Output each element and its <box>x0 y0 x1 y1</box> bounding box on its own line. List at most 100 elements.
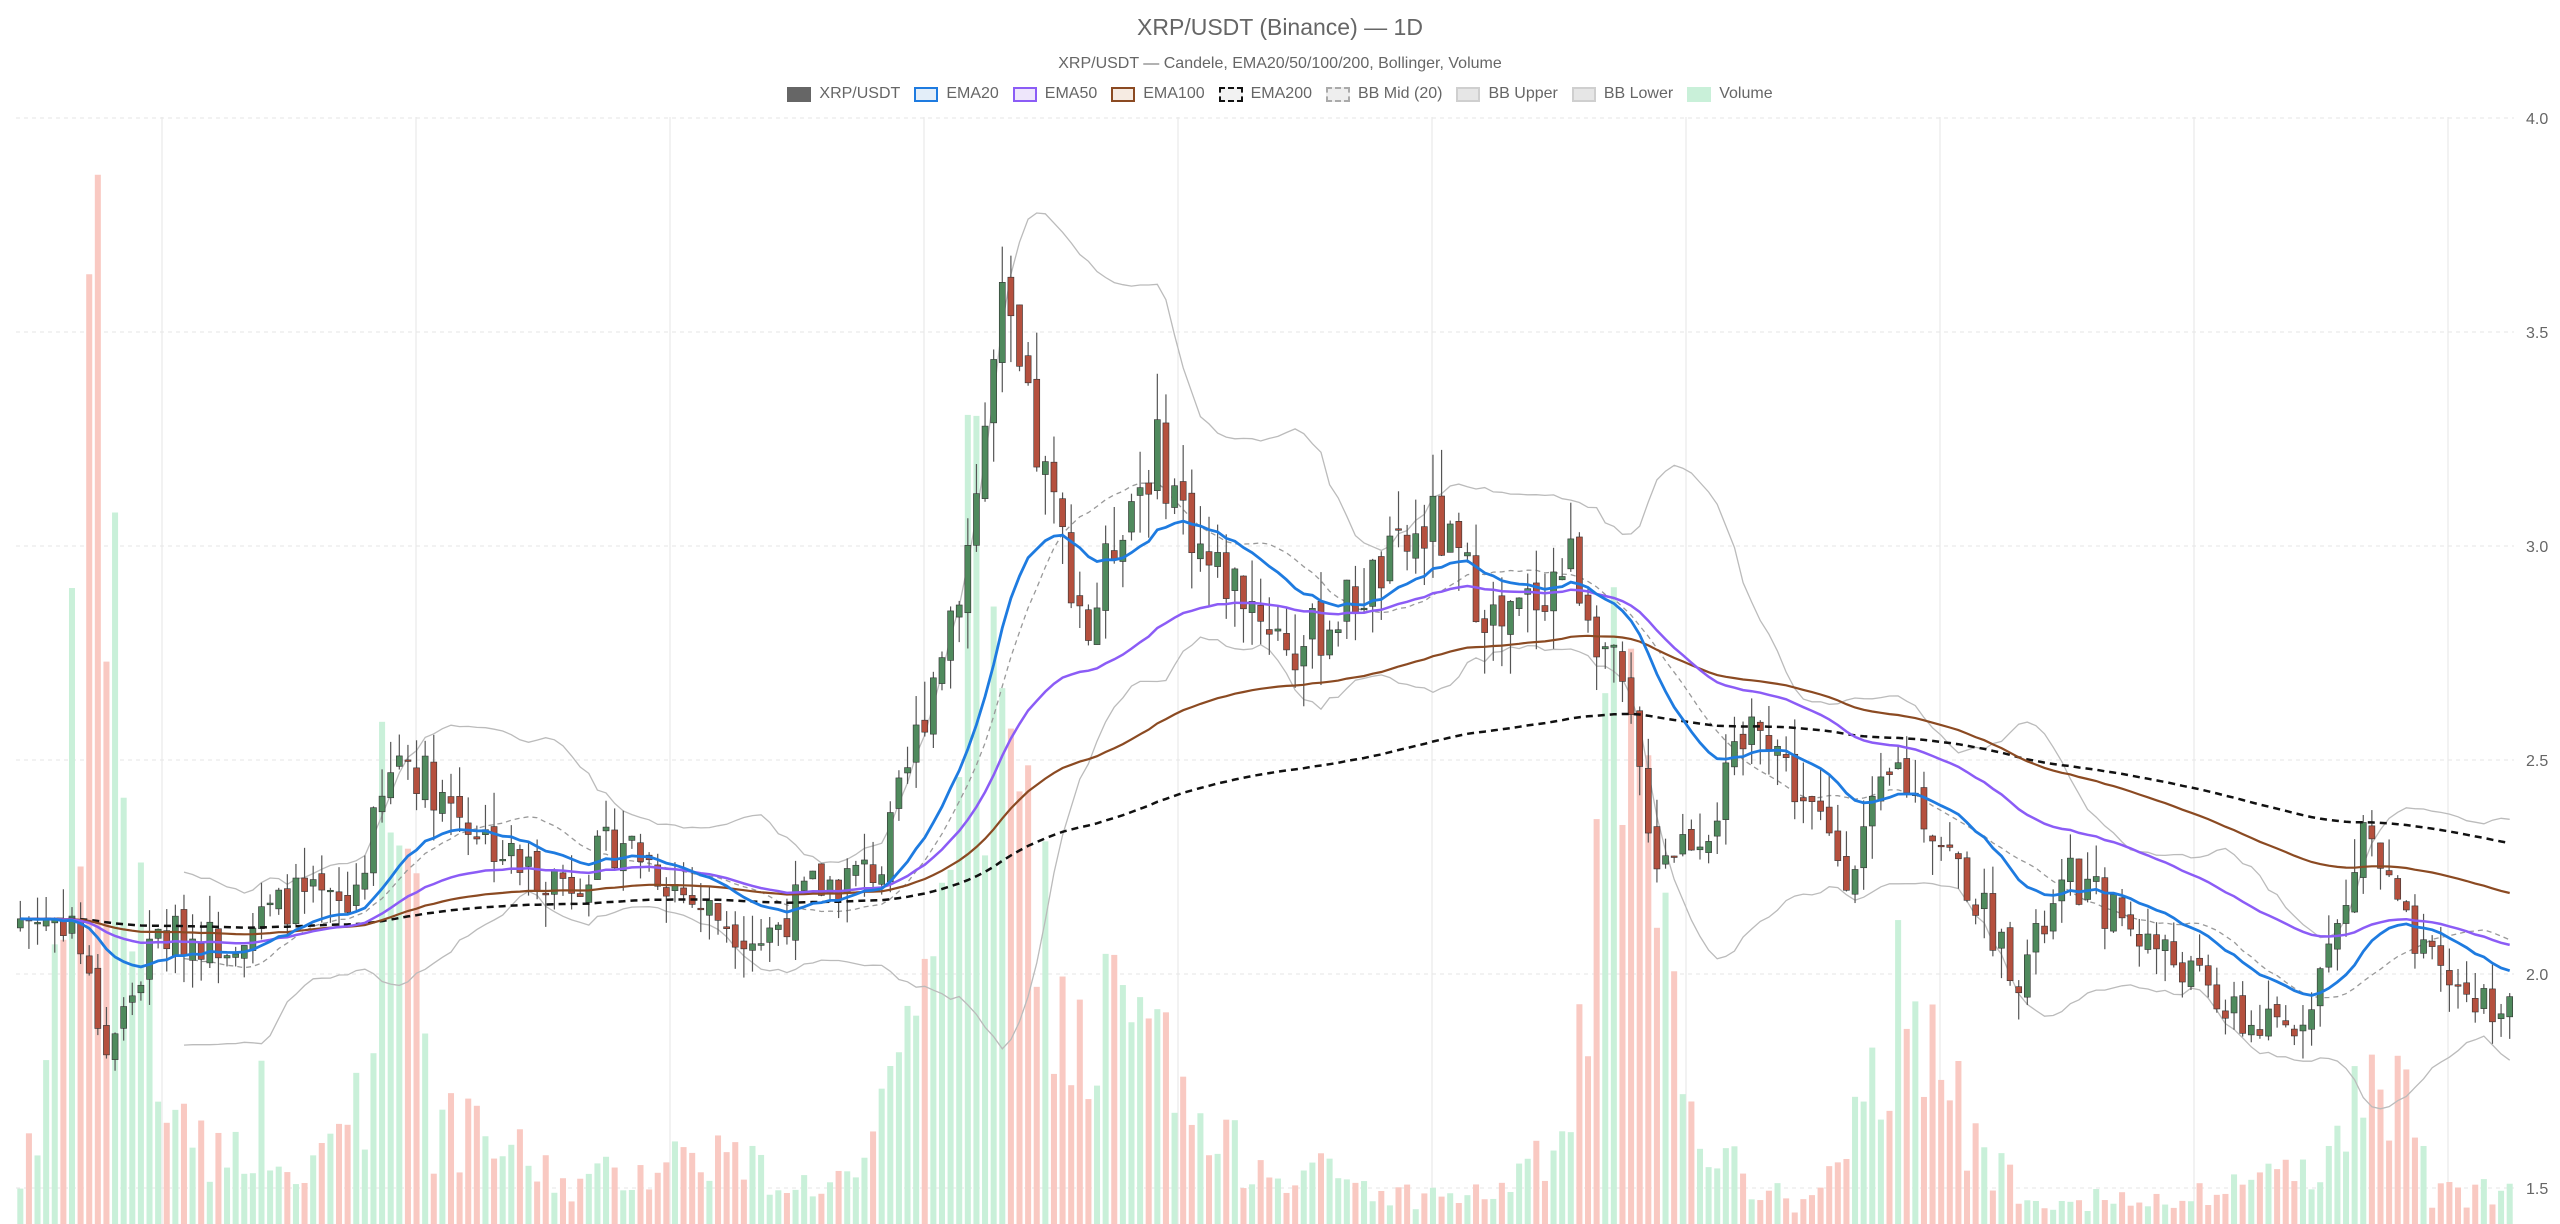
volume-bar <box>1361 1181 1368 1224</box>
candle-body <box>1731 741 1738 768</box>
candle-body <box>1102 543 1109 611</box>
candle-body <box>2127 914 2135 930</box>
candle-body <box>1894 762 1902 770</box>
volume-bar <box>835 1170 842 1224</box>
candle-body <box>2075 858 2083 905</box>
volume-bar <box>852 1177 859 1224</box>
candle-body <box>973 493 980 546</box>
volume-bar <box>25 1133 32 1224</box>
volume-bar <box>620 1190 627 1224</box>
candle-body <box>1197 543 1204 560</box>
volume-bar <box>1731 1146 1738 1224</box>
candle-body <box>2273 1004 2281 1018</box>
volume-bar <box>1119 985 1126 1224</box>
volume-bar <box>1705 1167 1712 1224</box>
volume-bar <box>542 1155 549 1224</box>
legend-item[interactable]: EMA50 <box>1012 85 1097 103</box>
volume-bar <box>258 1060 265 1224</box>
volume-bar <box>1998 1153 2005 1224</box>
volume-bar <box>1696 1148 1704 1224</box>
legend-label: EMA200 <box>1250 85 1312 102</box>
legend-item[interactable]: EMA100 <box>1111 85 1205 103</box>
candle-body <box>2110 894 2117 932</box>
candle-body <box>2179 962 2186 983</box>
volume-bar <box>1498 1182 1505 1224</box>
candle-body <box>1050 461 1058 493</box>
candle-body <box>1085 609 1092 641</box>
candle-body <box>1963 857 1971 901</box>
legend-label: EMA20 <box>946 85 999 102</box>
volume-bar <box>973 415 980 1224</box>
candle-body <box>1800 797 1807 802</box>
candle-body <box>1446 523 1454 553</box>
legend-item[interactable]: BB Mid (20) <box>1326 85 1442 103</box>
candle-body <box>990 359 997 424</box>
candle-body <box>2420 939 2427 954</box>
volume-bar <box>1171 1112 1178 1224</box>
volume-bar <box>1429 1187 1436 1224</box>
volume-bar <box>1395 1187 1402 1224</box>
volume-bar <box>2032 1200 2039 1224</box>
candle-body <box>1179 481 1187 501</box>
candle-body <box>1317 601 1325 656</box>
legend-item[interactable]: EMA200 <box>1218 85 1312 103</box>
candle-body <box>2024 954 2031 998</box>
volume-bar <box>1188 1124 1195 1224</box>
volume-bar <box>1317 1153 1325 1224</box>
volume-bar <box>930 956 937 1224</box>
volume-bar <box>1473 1184 1480 1224</box>
candle-body <box>533 850 541 892</box>
volume-bar <box>2429 1207 2436 1224</box>
volume-bar <box>1791 1212 1798 1224</box>
volume-bar <box>2420 1145 2427 1224</box>
volume-bar <box>2248 1179 2255 1224</box>
volume-bar <box>2274 1169 2281 1224</box>
legend-item[interactable]: XRP/USDT <box>787 85 900 103</box>
ema20-line <box>20 519 2511 997</box>
candle-body <box>731 924 739 948</box>
candle-body <box>2359 822 2367 878</box>
legend-item[interactable]: BB Upper <box>1456 85 1558 103</box>
legend-item[interactable]: EMA20 <box>914 85 999 103</box>
candle-body <box>2170 941 2178 966</box>
legend-item[interactable]: Volume <box>1687 85 1773 103</box>
volume-bar <box>2239 1184 2246 1224</box>
volume-bar <box>1292 1185 1299 1224</box>
volume-bar <box>172 1109 179 1224</box>
candle-body <box>1214 552 1221 567</box>
volume-bar <box>1033 986 1040 1224</box>
volume-bar <box>1688 1101 1695 1224</box>
candle-body <box>2403 901 2410 911</box>
volume-bar <box>1128 1022 1135 1224</box>
volume-bar <box>1283 1192 1290 1224</box>
volume-bar <box>1524 1158 1531 1224</box>
candle-body <box>1782 754 1790 758</box>
volume-bar <box>1550 1150 1557 1224</box>
volume-bar <box>1162 1012 1169 1224</box>
volume-bar <box>594 1163 601 1224</box>
candle-body <box>1653 826 1661 870</box>
candle-body <box>378 795 386 813</box>
candle-body <box>103 1025 110 1056</box>
candle-body <box>1946 844 1954 848</box>
legend-swatch <box>1571 86 1596 102</box>
volume-bar <box>2377 1089 2384 1224</box>
volume-bar <box>1765 1190 1772 1224</box>
candle-body <box>1834 830 1842 861</box>
volume-bar <box>758 1154 765 1224</box>
volume-bar <box>1455 1203 1462 1224</box>
candle-body <box>921 719 929 733</box>
candle-body <box>955 604 963 618</box>
volume-bar <box>577 1178 584 1224</box>
candle-body <box>1929 835 1936 842</box>
volume-bar <box>1214 1153 1221 1224</box>
volume-bar <box>801 1175 808 1224</box>
volume-bar <box>1343 1179 1350 1224</box>
candle-body <box>1377 556 1385 589</box>
candle-body <box>128 995 136 1003</box>
volume-bar <box>404 848 411 1224</box>
candle-body <box>1464 552 1471 557</box>
legend-item[interactable]: BB Lower <box>1571 85 1673 103</box>
volume-bar <box>491 1158 498 1224</box>
candle-body <box>723 926 730 929</box>
